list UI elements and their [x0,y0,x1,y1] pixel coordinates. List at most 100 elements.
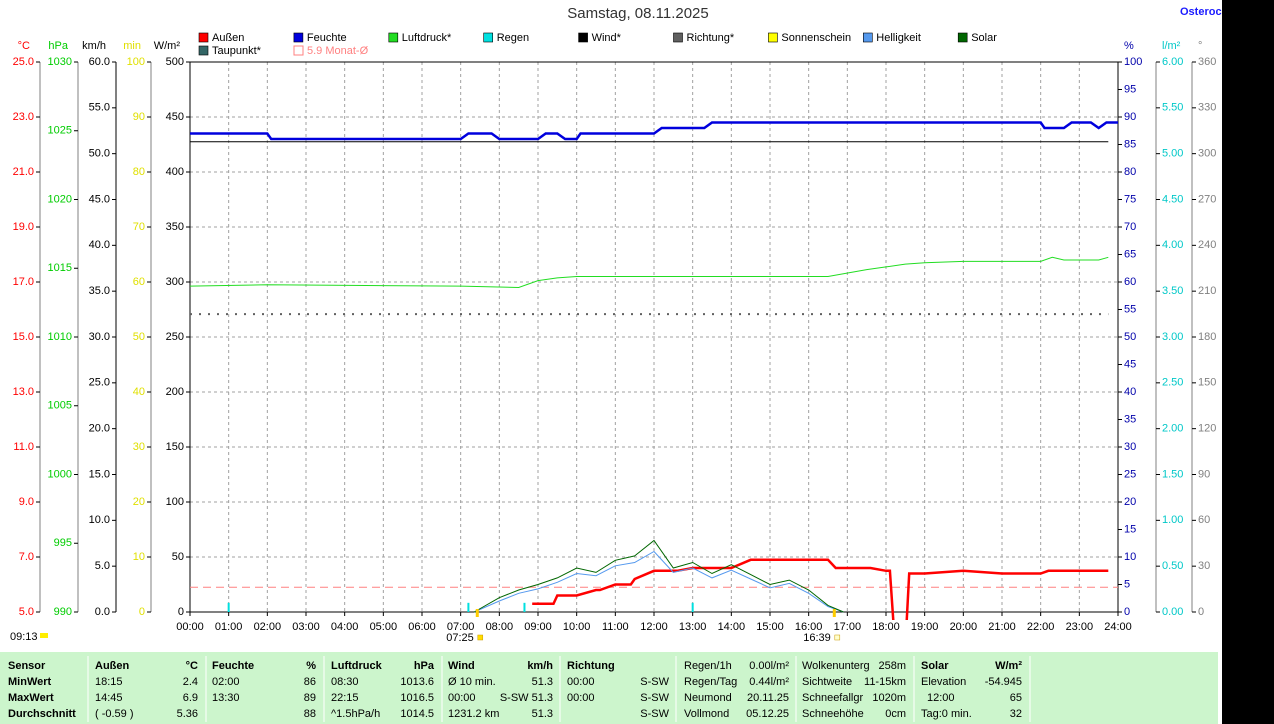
legend-swatch [673,32,683,43]
table-cell: Schneefallgr [802,692,863,704]
y-tick-label: 20.0 [89,423,110,435]
table-cell: S-SW [640,692,669,704]
legend-label: Luftdruck* [402,32,452,44]
table-cell: 2.4 [183,676,198,688]
table-cell: 1016.5 [400,692,434,704]
table-cell: Ø 10 min. [448,676,496,688]
y-tick-label: 270 [1198,193,1216,205]
table-cell: 00:00 [448,692,476,704]
legend-label: Taupunkt* [212,45,262,57]
y-tick-label: 350 [166,221,184,233]
table-cell: S-SW [640,708,669,720]
y-tick-label: 1015 [48,262,72,274]
y-tick-label: 0.00 [1162,606,1183,618]
y-tick-label: 0.0 [95,606,110,618]
legend-swatch [198,32,209,43]
table-cell: 05.12.25 [746,708,789,720]
x-tick-label: 17:00 [834,621,862,633]
y-tick-label: 4.00 [1162,239,1183,251]
y-tick-label: 25.0 [13,56,34,68]
y-tick-label: 55 [1124,303,1136,315]
legend-swatch [578,32,588,43]
x-tick-label: 08:00 [486,621,514,633]
x-tick-label: 15:00 [756,621,784,633]
y-tick-label: 450 [166,111,184,123]
legend-label: Richtung* [687,32,735,44]
y-tick-label: 1.50 [1162,468,1183,480]
table-cell: Richtung [567,660,615,672]
y-tick-label: 300 [166,276,184,288]
y-tick-label: 0 [1198,606,1204,618]
table-cell: Wind [448,660,475,672]
x-tick-label: 10:00 [563,621,591,633]
chart-title: Samstag, 08.11.2025 [567,5,709,22]
y-tick-label: 60 [133,276,145,288]
legend-label: Außen [212,32,244,44]
table-cell: Außen [95,660,130,672]
y-tick-label: 5.0 [95,560,110,572]
y-tick-label: 21.0 [13,166,34,178]
plot-area [190,121,1118,620]
y-tick-label: 70 [1124,221,1136,233]
series-line [532,558,1109,620]
table-cell: km/h [527,660,553,672]
axis-unit: % [1124,40,1134,52]
sun-marker [475,609,479,617]
y-tick-label: 100 [127,56,145,68]
table-cell: Sichtweite [802,676,852,688]
x-tick-label: 19:00 [911,621,939,633]
y-tick-label: 0 [1124,606,1130,618]
table-cell: 22:15 [331,692,359,704]
table-cell: 20.11.25 [747,692,789,704]
y-tick-label: 100 [1124,56,1142,68]
y-tick-label: 990 [54,606,72,618]
y-tick-label: 40 [1124,386,1136,398]
sun-time: 07:25 [446,632,474,644]
y-tick-label: 330 [1198,102,1216,114]
y-tick-label: 150 [1198,377,1216,389]
y-tick-label: 50 [133,331,145,343]
table-cell: Durchschnitt [8,708,76,720]
table-cell: Regen/Tag [684,676,737,688]
sun-icon [477,634,484,641]
y-tick-label: 23.0 [13,111,34,123]
y-tick-label: 20 [1124,496,1136,508]
x-tick-label: 18:00 [872,621,900,633]
table-cell: W/m² [995,660,1022,672]
y-tick-label: 6.00 [1162,56,1183,68]
rain-bar [523,602,526,612]
sun-time: 16:39 [803,632,831,644]
y-tick-label: 9.0 [19,496,34,508]
y-tick-label: 25 [1124,468,1136,480]
x-tick-label: 03:00 [292,621,320,633]
table-cell: S-SW [640,676,669,688]
y-tick-label: 15.0 [13,331,34,343]
y-tick-label: 120 [1198,423,1216,435]
table-cell: 08:30 [331,676,359,688]
y-tick-label: 30 [133,441,145,453]
sun-icon [834,634,841,641]
y-tick-label: 7.0 [19,551,34,563]
rain-bar [227,602,230,612]
y-tick-label: 1000 [48,468,72,480]
y-tick-label: 90 [133,111,145,123]
y-tick-label: 60 [1198,514,1210,526]
legend-swatch [957,32,968,43]
table-cell: 14:45 [95,692,123,704]
y-tick-label: 13.0 [13,386,34,398]
table-cell: 0.00l/m² [749,660,789,672]
series-line [190,256,1109,289]
table-cell: MaxWert [8,692,54,704]
table-cell: 86 [304,676,316,688]
y-tick-label: 100 [166,496,184,508]
y-tick-label: 40 [133,386,145,398]
legend-swatch [768,32,778,43]
y-tick-label: 80 [1124,166,1136,178]
x-tick-label: 04:00 [331,621,359,633]
x-tick-label: 07:00 [447,621,475,633]
x-tick-label: 22:00 [1027,621,1055,633]
y-tick-label: 40.0 [89,239,110,251]
black-panel [1222,0,1274,724]
x-tick-label: 00:00 [176,621,204,633]
moon-time: 09:13 [10,631,38,643]
